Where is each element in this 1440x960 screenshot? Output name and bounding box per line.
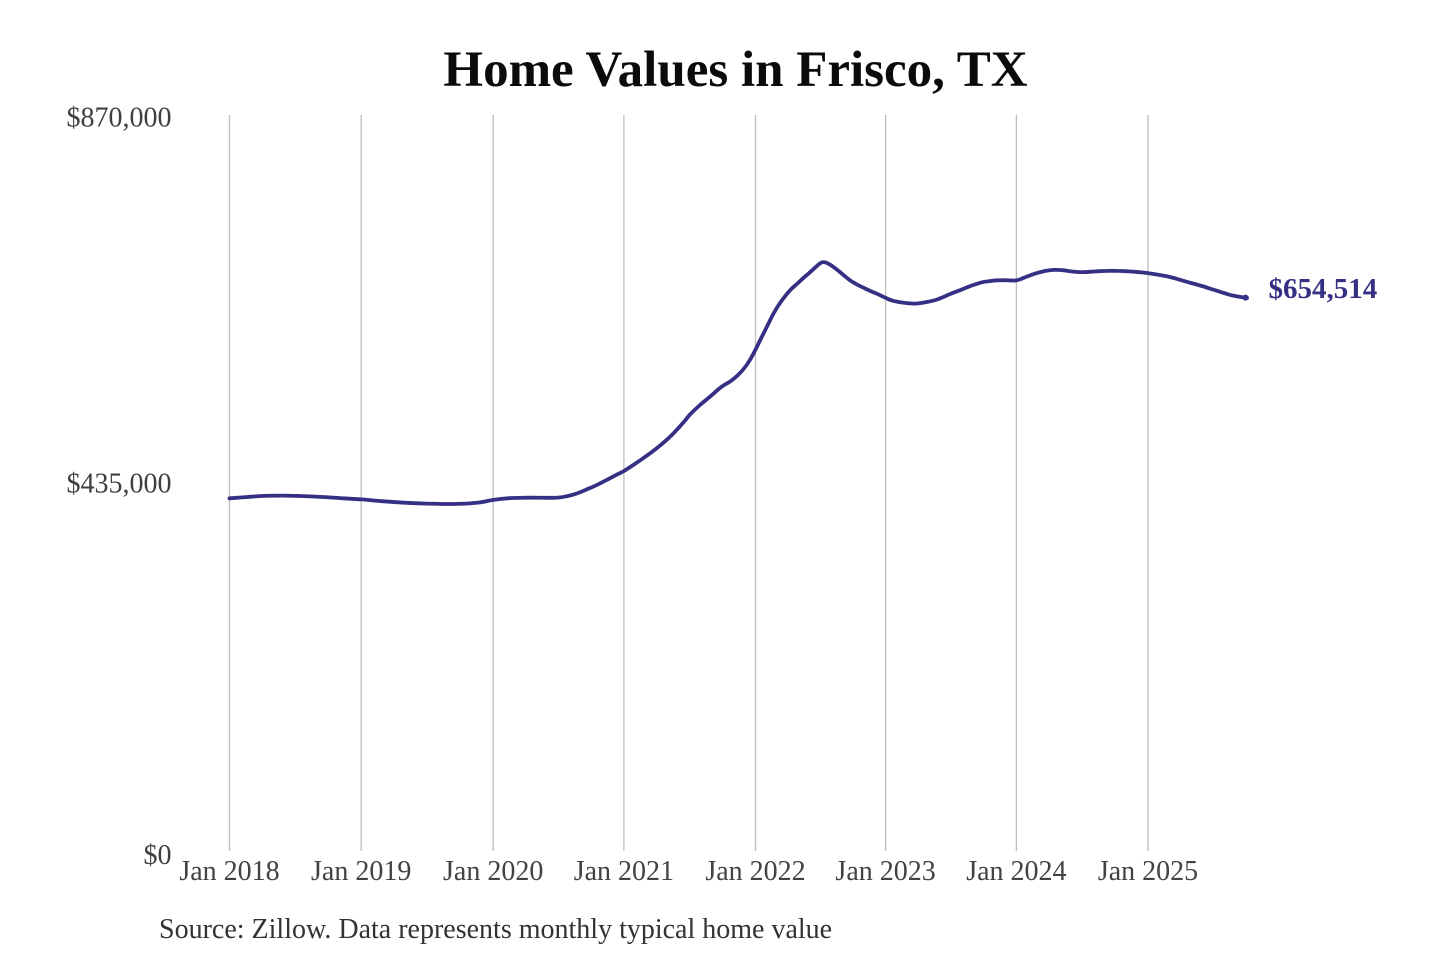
svg-text:Source: Zillow. Data represent: Source: Zillow. Data represents monthly … <box>159 914 832 945</box>
svg-text:Jan 2024: Jan 2024 <box>966 856 1066 887</box>
svg-text:$654,514: $654,514 <box>1269 273 1378 305</box>
svg-text:$870,000: $870,000 <box>67 103 172 134</box>
svg-text:Jan 2020: Jan 2020 <box>443 856 543 887</box>
svg-text:Jan 2021: Jan 2021 <box>574 856 674 887</box>
svg-text:Jan 2019: Jan 2019 <box>311 856 411 887</box>
svg-text:$0: $0 <box>144 840 172 871</box>
svg-text:$435,000: $435,000 <box>67 469 172 500</box>
svg-text:Jan 2025: Jan 2025 <box>1098 856 1198 887</box>
svg-text:Jan 2023: Jan 2023 <box>835 856 935 887</box>
svg-text:Jan 2022: Jan 2022 <box>705 856 805 887</box>
svg-text:Home Values in Frisco, TX: Home Values in Frisco, TX <box>443 42 1027 98</box>
svg-text:Jan 2018: Jan 2018 <box>179 856 279 887</box>
